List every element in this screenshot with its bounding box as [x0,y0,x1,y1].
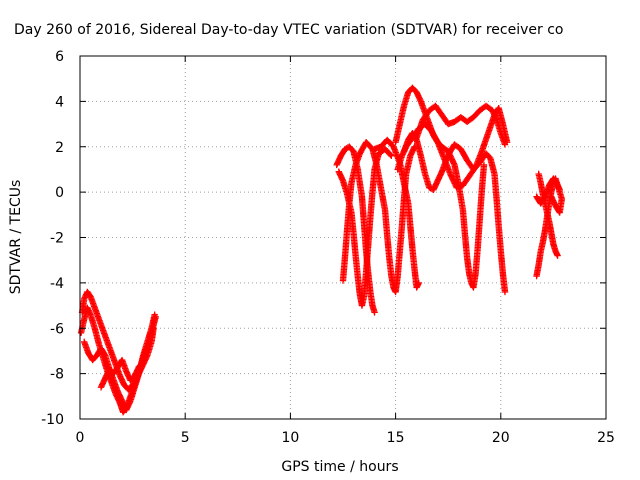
data-point [371,309,378,316]
data-point [387,151,394,158]
y-tick-label: -8 [50,367,64,383]
x-tick-label: 0 [76,430,85,446]
data-point [548,193,555,200]
x-tick-label: 25 [597,430,615,446]
plot-frame [79,55,607,420]
x-tick-label: 20 [492,430,510,446]
chart-title: Day 260 of 2016, Sidereal Day-to-day VTE… [14,22,563,38]
x-tick-label: 10 [281,430,299,446]
y-tick-label: 6 [55,49,64,65]
y-tick-label: -10 [41,412,64,428]
y-axis-label: SDTVAR / TECUs [8,180,24,295]
data-point [503,139,511,146]
y-tick-label: 0 [55,185,64,201]
y-tick-label: -6 [50,321,64,337]
data-point [151,311,158,318]
y-tick-label: 2 [55,140,64,156]
data-point [415,279,422,287]
y-tick-label: 4 [55,94,64,110]
x-tick-label: 15 [387,430,405,446]
data-point [388,152,395,160]
y-tick-label: -2 [50,231,64,247]
x-axis-label: GPS time / hours [281,459,398,475]
data-point [480,161,488,169]
y-tick-label: -4 [50,276,64,292]
data-point [501,288,509,296]
grid-layer [80,56,606,419]
tick-layer: 0 5 10 15 20 25 -10 -8 -6 -4 -2 0 2 4 6 [41,49,615,446]
data-layer [77,84,566,416]
data-point [554,252,561,259]
x-tick-label: 5 [181,430,190,446]
